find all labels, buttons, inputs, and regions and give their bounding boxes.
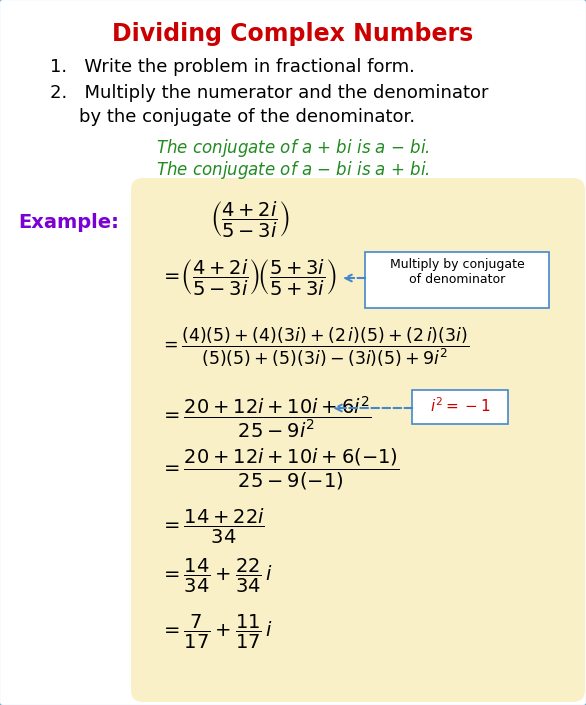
Text: $=\!\left(\dfrac{4+2i}{5-3i}\right)\!\left(\dfrac{5+3i}{5+3i}\right)$: $=\!\left(\dfrac{4+2i}{5-3i}\right)\!\le… [160,258,337,298]
Text: Dividing Complex Numbers: Dividing Complex Numbers [113,22,473,46]
Text: $=\dfrac{20+12i+10i+6(-1)}{25-9(-1)}$: $=\dfrac{20+12i+10i+6(-1)}{25-9(-1)}$ [160,447,400,492]
Text: $i^{2}=-1$: $i^{2}=-1$ [430,396,490,415]
Text: $\left(\dfrac{4+2i}{5-3i}\right)$: $\left(\dfrac{4+2i}{5-3i}\right)$ [210,200,289,240]
Text: $=\dfrac{(4)(5)+(4)(3i)+(2\,i)(5)+(2\,i)(3i)}{(5)(5)+(5)(3i)-(3i)(5)+9i^{2}}$: $=\dfrac{(4)(5)+(4)(3i)+(2\,i)(5)+(2\,i)… [160,325,469,369]
Text: The conjugate of $a$ + $bi$ is $a$ $-$ $bi$.: The conjugate of $a$ + $bi$ is $a$ $-$ $… [156,137,430,159]
FancyBboxPatch shape [365,252,549,308]
Text: Multiply by conjugate
of denominator: Multiply by conjugate of denominator [390,258,524,286]
Text: Example:: Example: [18,213,119,232]
Text: 1.   Write the problem in fractional form.: 1. Write the problem in fractional form. [50,58,415,76]
Text: by the conjugate of the denominator.: by the conjugate of the denominator. [79,108,415,126]
Text: $=\dfrac{20+12i+10i+6i^{2}}{25-9i^{2}}$: $=\dfrac{20+12i+10i+6i^{2}}{25-9i^{2}}$ [160,395,372,441]
Text: 2.   Multiply the numerator and the denominator: 2. Multiply the numerator and the denomi… [50,84,489,102]
Text: $=\dfrac{14+22i}{34}$: $=\dfrac{14+22i}{34}$ [160,507,265,546]
FancyBboxPatch shape [412,390,508,424]
FancyBboxPatch shape [131,178,585,702]
Text: $=\dfrac{14}{34}+\dfrac{22}{34}\,i$: $=\dfrac{14}{34}+\dfrac{22}{34}\,i$ [160,557,273,595]
Text: $=\dfrac{7}{17}+\dfrac{11}{17}\,i$: $=\dfrac{7}{17}+\dfrac{11}{17}\,i$ [160,613,273,651]
Text: The conjugate of $a$ $-$ $bi$ is $a$ + $bi$.: The conjugate of $a$ $-$ $bi$ is $a$ + $… [156,159,430,181]
